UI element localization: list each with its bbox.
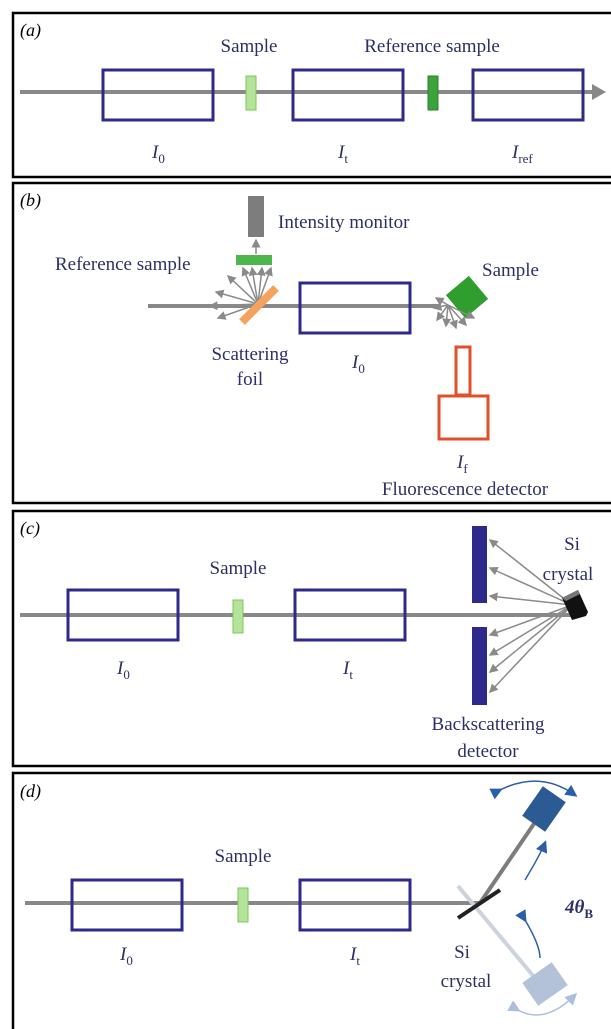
text: 0 <box>123 667 130 682</box>
text: 0 <box>126 953 133 968</box>
text: t <box>349 667 353 682</box>
label: foil <box>237 369 263 390</box>
intensity: It <box>342 658 353 682</box>
text: t <box>356 953 360 968</box>
intensity: I0 <box>151 142 165 166</box>
panel-a: (a) Sample Reference sample I0 It Iref <box>13 13 611 177</box>
intensity: It <box>337 142 348 166</box>
angle: 4θB <box>564 897 593 921</box>
label: Intensity monitor <box>278 212 410 233</box>
text: 0 <box>158 151 165 166</box>
panel-label: (c) <box>20 518 40 539</box>
label: Si <box>454 942 470 963</box>
text: B <box>584 906 593 921</box>
label: Backscattering <box>432 714 545 735</box>
panel-c: (c) Si crystal Sample Backscattering det… <box>13 511 611 766</box>
label: Sample <box>482 260 539 281</box>
panel-d: (d) 4θB Si crystal Sample I0 It <box>13 773 611 1029</box>
intensity: I0 <box>351 352 365 376</box>
label: Scattering <box>211 344 289 365</box>
text: t <box>344 151 348 166</box>
intensity: I0 <box>116 658 130 682</box>
panel-label: (b) <box>20 190 41 211</box>
diagram: (a) Sample Reference sample I0 It Iref (… <box>0 0 611 1029</box>
text: 4θ <box>564 897 585 918</box>
panel-b: (b) Intensity monitor Reference sample S… <box>13 183 611 503</box>
label: Sample <box>210 558 267 579</box>
label: detector <box>457 741 519 762</box>
label: Sample <box>215 846 272 867</box>
text: 0 <box>358 361 365 376</box>
label: Sample <box>221 36 278 57</box>
label: Fluorescence detector <box>382 479 549 500</box>
intensity: I0 <box>119 944 133 968</box>
panel-label: (a) <box>20 20 41 41</box>
label: Reference sample <box>364 36 500 57</box>
label: Reference sample <box>55 254 191 275</box>
label: crystal <box>543 564 594 585</box>
panel-label: (d) <box>20 781 41 802</box>
text: f <box>463 461 468 476</box>
intensity: It <box>349 944 360 968</box>
intensity: If <box>456 452 468 476</box>
text: ref <box>518 151 533 166</box>
intensity: Iref <box>511 142 533 166</box>
label: crystal <box>441 971 492 992</box>
label: Si <box>564 534 580 555</box>
